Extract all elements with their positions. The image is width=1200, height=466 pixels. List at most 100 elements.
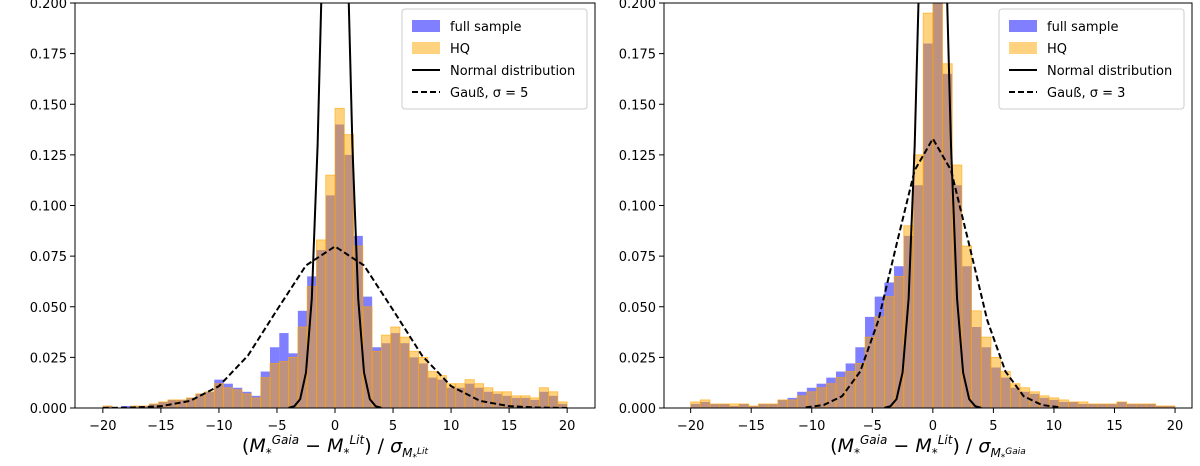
curve — [805, 137, 1061, 408]
bar — [728, 403, 740, 408]
bar — [371, 350, 382, 408]
x-tick-label: 0 — [929, 419, 937, 434]
x-axis-label-part: ( — [830, 435, 837, 457]
x-axis-label-part: Lit — [938, 433, 954, 447]
bar — [971, 310, 982, 408]
bar — [288, 356, 299, 408]
bar — [241, 393, 252, 408]
legend-swatch — [1009, 20, 1037, 32]
bar — [1000, 371, 1011, 408]
x-axis-label-part: * — [854, 446, 860, 460]
x-tick-label: 20 — [1167, 419, 1184, 434]
y-tick-label: 0.175 — [30, 48, 67, 63]
legend: full sample HQ Normal distribution Gauß, σ … — [998, 8, 1185, 110]
curve — [102, 245, 568, 408]
y-tick-label: 0.125 — [30, 149, 67, 164]
bar — [758, 403, 769, 408]
legend-label: full sample — [1047, 20, 1118, 35]
bar — [825, 383, 837, 408]
y-tick-label: 0.000 — [619, 402, 656, 417]
x-axis-label-part: ) / — [952, 435, 978, 457]
x-tick-label: −5 — [267, 419, 286, 434]
x-axis-label-part: * — [413, 453, 418, 463]
bar — [980, 336, 992, 408]
bar — [316, 239, 327, 408]
legend-label: Normal distribution — [1047, 64, 1172, 79]
x-axis-label-part: M — [327, 435, 343, 457]
y-tick-label: 0.000 — [30, 402, 67, 417]
x-tick-label: 20 — [559, 419, 576, 434]
bar — [381, 334, 392, 408]
bar — [709, 403, 721, 408]
legend-label: Gauß, σ = 5 — [450, 86, 528, 101]
x-axis-label-part: Gaia — [272, 433, 299, 447]
bar — [719, 403, 730, 408]
legend-label: Normal distribution — [450, 64, 575, 79]
x-tick-label: 15 — [501, 419, 518, 434]
bar — [903, 225, 914, 408]
bar — [473, 383, 484, 408]
bar — [1116, 401, 1128, 408]
bar — [399, 336, 410, 408]
legend-frame — [401, 8, 588, 110]
x-tick-label: 10 — [443, 419, 460, 434]
bar — [796, 395, 808, 408]
bar — [932, 3, 943, 408]
x-axis-label-part: σ — [978, 435, 991, 457]
y-tick-label: 0.050 — [30, 301, 67, 316]
bar — [223, 387, 234, 408]
bar — [690, 401, 701, 408]
bar — [334, 107, 345, 408]
y-tick-label: 0.075 — [619, 250, 656, 265]
y-tick-label: 0.075 — [30, 250, 67, 265]
x-axis-label-part: ) / — [364, 435, 390, 457]
x-tick-label: −5 — [863, 419, 882, 434]
bar — [1126, 403, 1137, 408]
y-tick-label: 0.025 — [30, 351, 67, 366]
bar — [204, 391, 215, 408]
bar — [990, 356, 1002, 408]
bar — [1058, 399, 1069, 408]
x-axis-label-part: * — [1001, 453, 1006, 463]
bar — [922, 12, 934, 408]
bar — [767, 403, 779, 408]
x-axis-label-part: M — [838, 435, 854, 457]
x-axis-label-part: * — [266, 446, 272, 460]
axes: −20 −15 −10 −5 0 5 10 15 20 0.000 0.025 0.050 0.075 0… — [30, 0, 596, 463]
bar — [269, 363, 280, 408]
bar — [427, 371, 438, 408]
y-tick-label: 0.125 — [619, 149, 656, 164]
bar — [884, 296, 895, 408]
x-tick-label: 5 — [989, 419, 997, 434]
bar — [738, 403, 750, 408]
x-tick-label: −20 — [677, 419, 704, 434]
bar — [1135, 403, 1147, 408]
x-axis-label-part: M — [402, 446, 413, 460]
x-axis-label-part: Lit — [417, 447, 429, 457]
bar — [251, 397, 262, 408]
bar — [1164, 405, 1176, 408]
x-axis-label: (M*Gaia − M*Lit) / σM*Lit — [242, 433, 429, 463]
y-tick-label: 0.150 — [30, 98, 67, 113]
bar — [418, 356, 429, 408]
x-axis-label-part: ( — [242, 435, 249, 457]
x-axis-label-part: σ — [390, 435, 403, 457]
x-axis-label-part: − — [887, 435, 915, 457]
curve — [288, 3, 382, 408]
bar — [390, 326, 401, 408]
y-tick-label: 0.100 — [619, 200, 656, 215]
bar — [874, 316, 885, 408]
x-axis-label-part: Gaia — [1005, 447, 1026, 457]
curve — [884, 3, 982, 408]
bar — [343, 134, 354, 408]
bar — [1009, 383, 1021, 408]
bar — [1145, 403, 1157, 408]
bar — [548, 391, 559, 408]
x-tick-label: −15 — [737, 419, 764, 434]
x-tick-label: −15 — [147, 419, 174, 434]
x-axis-label-part: M — [249, 435, 265, 457]
y-tick-label: 0.200 — [619, 0, 656, 12]
bar — [538, 387, 549, 408]
x-axis-label-part: M — [990, 446, 1001, 460]
